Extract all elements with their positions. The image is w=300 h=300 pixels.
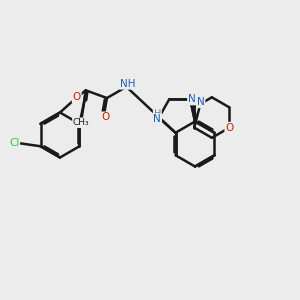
- Text: CH₃: CH₃: [73, 118, 89, 127]
- Text: H: H: [154, 109, 161, 119]
- Text: O: O: [73, 92, 81, 102]
- Text: N: N: [153, 114, 161, 124]
- Text: Cl: Cl: [9, 138, 19, 148]
- Text: O: O: [101, 112, 110, 122]
- Text: NH: NH: [120, 79, 136, 89]
- Text: N: N: [188, 94, 196, 104]
- Text: O: O: [225, 123, 233, 133]
- Text: N: N: [197, 97, 205, 107]
